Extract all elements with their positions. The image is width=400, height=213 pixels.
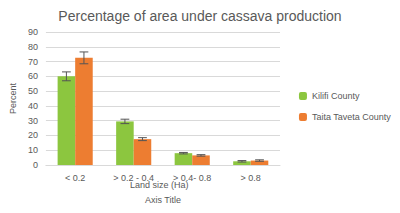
svg-text:Taita Taveta County: Taita Taveta County — [312, 112, 391, 122]
svg-text:> 0.2 - 0.4: > 0.2 - 0.4 — [113, 173, 154, 183]
svg-text:80: 80 — [28, 42, 38, 52]
svg-text:60: 60 — [28, 71, 38, 81]
svg-text:0: 0 — [33, 160, 38, 170]
svg-text:> 0.4- 0.8: > 0.4- 0.8 — [173, 173, 211, 183]
svg-text:Land size (Ha): Land size (Ha) — [130, 179, 189, 190]
svg-text:Kilifi County: Kilifi County — [312, 91, 360, 101]
svg-text:10: 10 — [28, 145, 38, 155]
svg-text:40: 40 — [28, 101, 38, 111]
svg-text:20: 20 — [28, 130, 38, 140]
svg-text:90: 90 — [28, 27, 38, 37]
svg-text:> 0.8: > 0.8 — [241, 173, 261, 183]
svg-text:Percentage of area under cassa: Percentage of area under cassava product… — [58, 8, 341, 24]
svg-text:Percent: Percent — [8, 82, 18, 114]
svg-text:30: 30 — [28, 116, 38, 126]
svg-text:< 0.2: < 0.2 — [65, 173, 85, 183]
svg-text:70: 70 — [28, 57, 38, 67]
svg-text:50: 50 — [28, 86, 38, 96]
svg-text:Axis Title: Axis Title — [145, 195, 181, 205]
